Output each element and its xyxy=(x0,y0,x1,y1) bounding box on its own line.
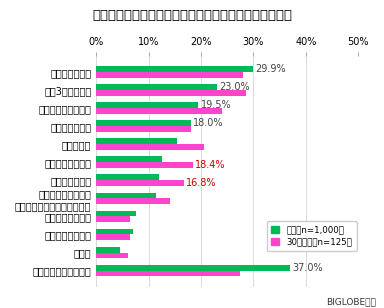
Text: 37.0%: 37.0% xyxy=(292,263,323,273)
Bar xyxy=(96,108,222,114)
Bar xyxy=(96,180,184,186)
Bar xyxy=(96,229,133,234)
Bar xyxy=(96,247,120,253)
Bar xyxy=(96,126,190,132)
Bar xyxy=(96,265,290,271)
Bar xyxy=(96,192,157,198)
Bar xyxy=(96,174,159,180)
Bar xyxy=(96,144,204,150)
Bar xyxy=(96,120,190,126)
Text: 18.0%: 18.0% xyxy=(193,118,223,128)
Bar xyxy=(96,102,199,108)
Text: 今後、働き方改革として進めて欲しいもの（複数回答）: 今後、働き方改革として進めて欲しいもの（複数回答） xyxy=(92,9,292,22)
Text: 18.4%: 18.4% xyxy=(195,160,225,170)
Bar xyxy=(96,162,193,168)
Legend: 全体（n=1,000）, 30代女性（n=125）: 全体（n=1,000）, 30代女性（n=125） xyxy=(266,221,357,251)
Bar xyxy=(96,198,170,204)
Text: 16.8%: 16.8% xyxy=(186,178,217,188)
Bar xyxy=(96,211,136,217)
Bar xyxy=(96,138,177,144)
Bar xyxy=(96,72,243,78)
Bar xyxy=(96,84,217,90)
Bar xyxy=(96,90,246,96)
Bar xyxy=(96,156,162,162)
Text: 19.5%: 19.5% xyxy=(200,100,231,110)
Text: 29.9%: 29.9% xyxy=(255,64,286,74)
Text: 23.0%: 23.0% xyxy=(219,82,250,92)
Bar xyxy=(96,253,127,258)
Bar xyxy=(96,66,253,72)
Bar xyxy=(96,217,130,222)
Bar xyxy=(96,271,240,276)
Bar xyxy=(96,234,130,240)
Text: BIGLOBE調べ: BIGLOBE調べ xyxy=(326,298,376,306)
